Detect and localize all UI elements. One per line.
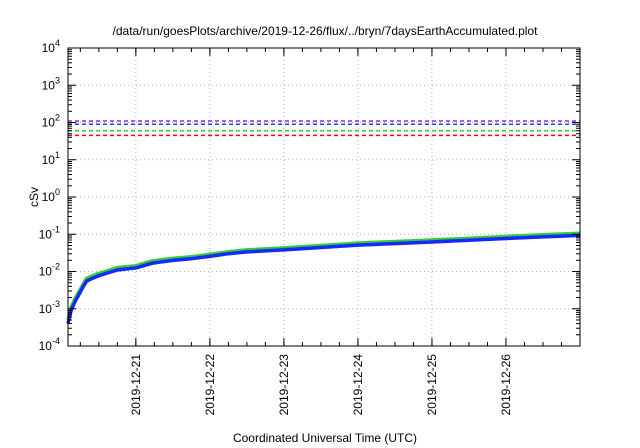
- y-tick-exponent: -1: [52, 224, 60, 234]
- x-tick-label: 2019-12-22: [203, 354, 217, 416]
- x-tick-label: 2019-12-21: [129, 354, 143, 416]
- y-tick-exponent: 4: [55, 38, 60, 48]
- y-tick-exponent: -2: [52, 262, 60, 272]
- y-tick-base: 10: [42, 190, 56, 204]
- grid: [68, 48, 580, 346]
- x-axis-label: Coordinated Universal Time (UTC): [233, 431, 417, 445]
- y-tick-base: 10: [39, 302, 53, 316]
- y-tick-exponent: -3: [52, 299, 60, 309]
- y-tick-base: 10: [42, 41, 56, 55]
- y-tick-label: 10-4: [39, 336, 60, 353]
- chart-title: /data/run/goesPlots/archive/2019-12-26/f…: [113, 24, 539, 38]
- series-lines: [66, 231, 581, 325]
- y-tick-label: 102: [42, 113, 60, 130]
- series-line: [66, 233, 581, 325]
- y-tick-exponent: 1: [55, 150, 60, 160]
- y-tick-base: 10: [39, 265, 53, 279]
- x-tick-label: 2019-12-23: [277, 354, 291, 416]
- y-tick-label: 100: [42, 187, 60, 204]
- y-tick-label: 10-2: [39, 262, 60, 279]
- y-tick-base: 10: [42, 153, 56, 167]
- y-tick-base: 10: [42, 78, 56, 92]
- y-tick-label: 10-1: [39, 224, 60, 241]
- y-tick-base: 10: [39, 339, 53, 353]
- x-tick-label: 2019-12-24: [351, 354, 365, 416]
- x-tick-label: 2019-12-25: [425, 354, 439, 416]
- x-tick-label: 2019-12-26: [499, 354, 513, 416]
- y-axis-label: cSv: [27, 187, 41, 207]
- y-tick-exponent: -4: [52, 336, 60, 346]
- y-tick-label: 10-3: [39, 299, 60, 316]
- x-axis-ticks: 2019-12-21 2019-12-22 2019-12-23 2019-12-24…: [79, 48, 581, 416]
- y-tick-exponent: 3: [55, 75, 60, 85]
- y-tick-base: 10: [42, 116, 56, 130]
- y-tick-base: 10: [39, 227, 53, 241]
- y-tick-label: 104: [42, 38, 60, 55]
- reference-lines: [68, 120, 580, 137]
- y-tick-exponent: 2: [55, 113, 60, 123]
- y-tick-label: 101: [42, 150, 60, 167]
- y-tick-exponent: 0: [55, 187, 60, 197]
- y-tick-label: 103: [42, 75, 60, 92]
